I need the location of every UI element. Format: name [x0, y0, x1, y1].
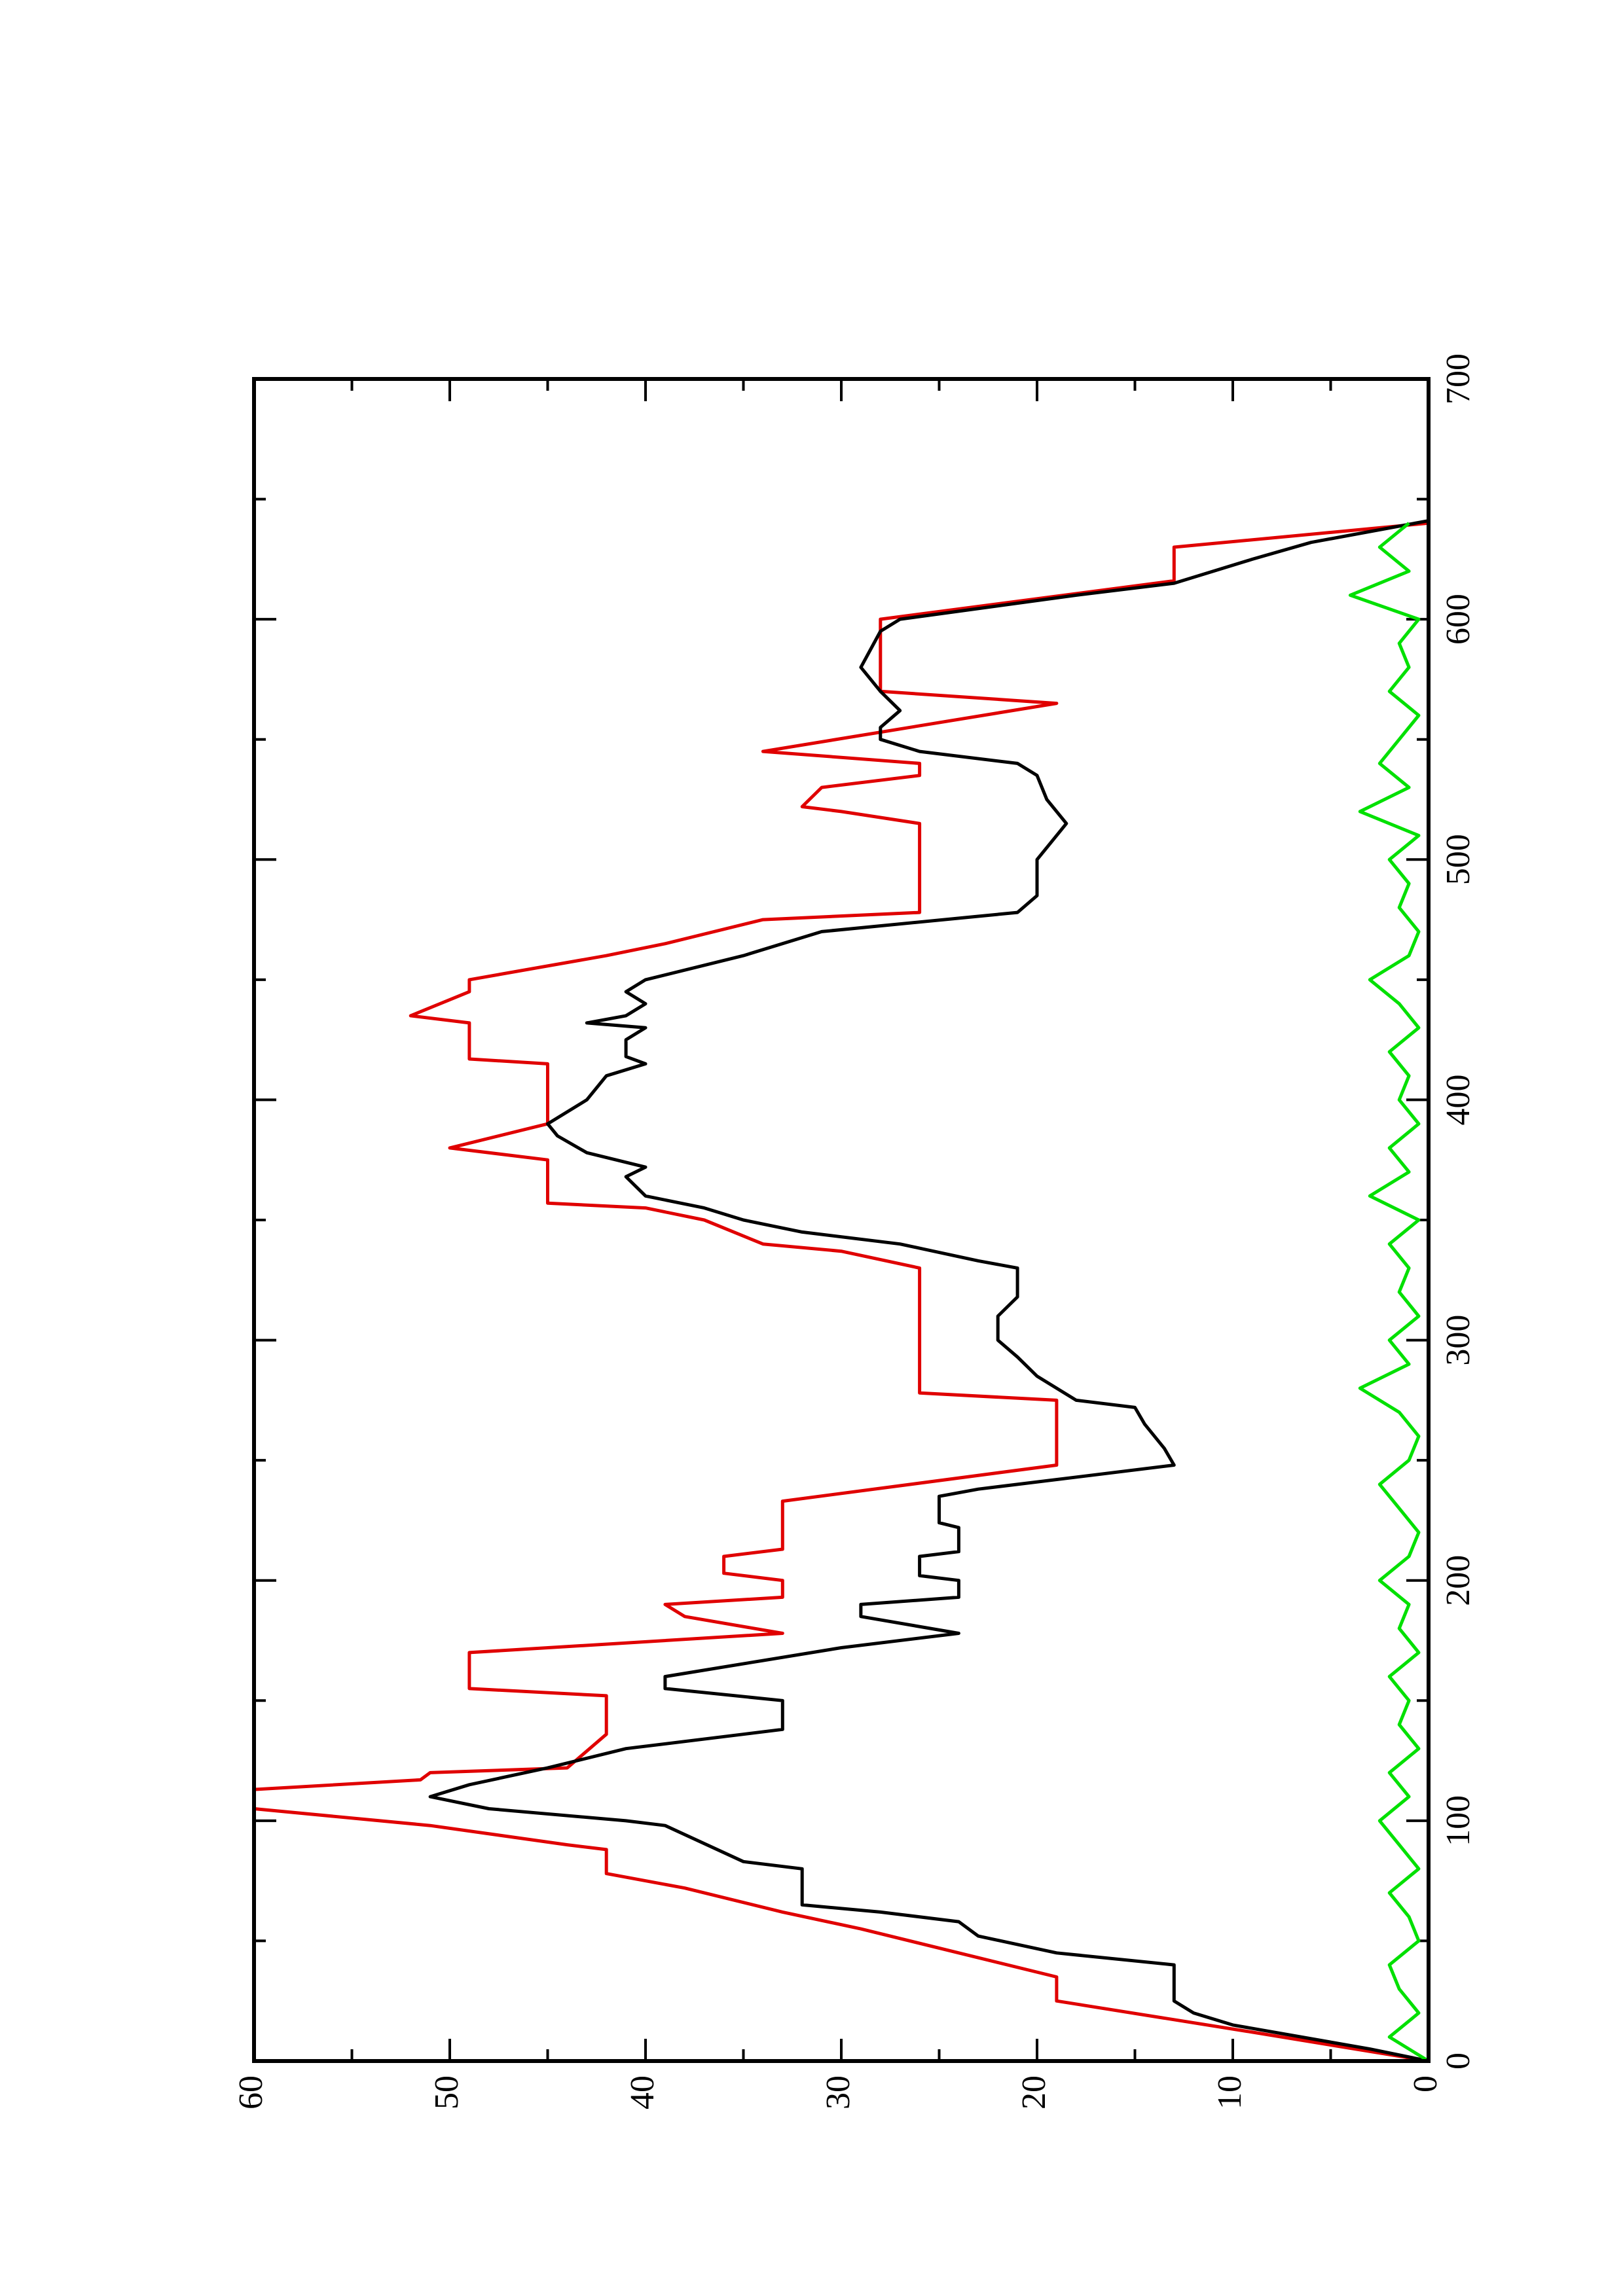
x-tick-label: 700 — [1440, 353, 1477, 404]
x-tick-label: 600 — [1440, 594, 1477, 645]
y-tick-label: 50 — [428, 2075, 465, 2109]
series-line — [428, 519, 1429, 2063]
series-line — [252, 521, 1429, 2063]
y-tick-label: 30 — [820, 2075, 857, 2109]
x-tick-label: 500 — [1440, 834, 1477, 885]
x-tick-label: 0 — [1440, 2053, 1477, 2070]
x-tick-label: 300 — [1440, 1315, 1477, 1366]
y-tick-label: 0 — [1407, 2075, 1444, 2092]
x-tick-label: 100 — [1440, 1795, 1477, 1846]
y-tick-label: 10 — [1211, 2075, 1249, 2109]
x-tick-label: 200 — [1440, 1555, 1477, 1606]
rotated-plot: 0 100 200 300 400 500 600 700 0 10 20 30 40 50 60 — [232, 353, 1477, 2109]
y-tick-label: 40 — [624, 2075, 661, 2109]
plot-frame — [252, 377, 1431, 2063]
x-tick-label: 400 — [1440, 1074, 1477, 1125]
series-line — [1348, 522, 1430, 2063]
y-tick-label: 20 — [1015, 2075, 1053, 2109]
y-tick-label: 60 — [232, 2075, 270, 2109]
